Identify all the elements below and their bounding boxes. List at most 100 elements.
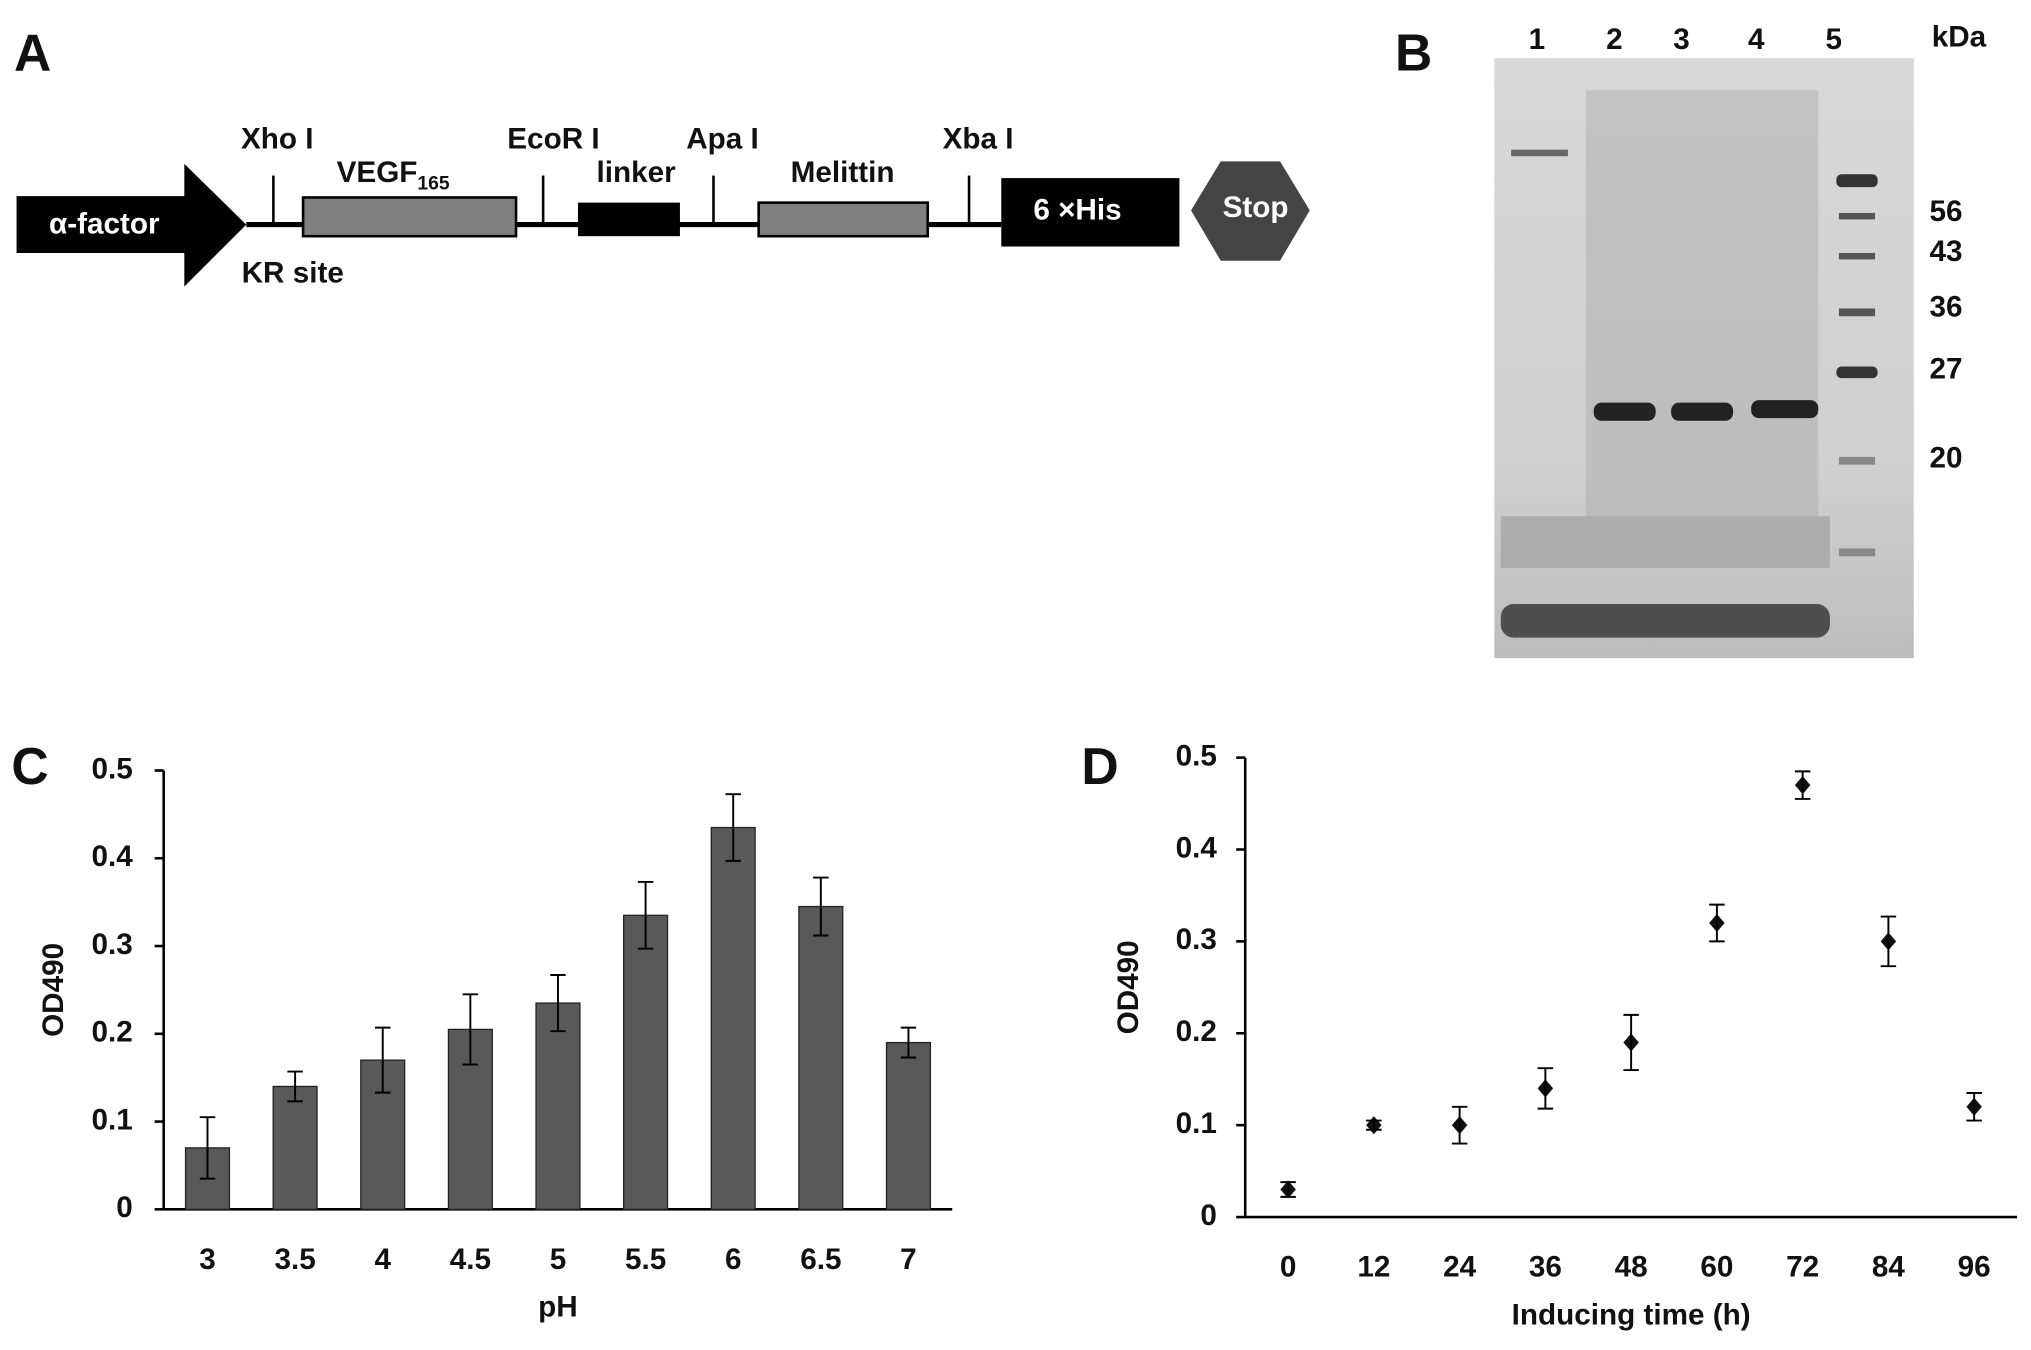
bar	[798, 905, 844, 1210]
error-bar	[1280, 1181, 1296, 1198]
label: Xba I	[943, 123, 1014, 156]
vegf-box	[301, 196, 518, 238]
error-bar	[900, 1026, 917, 1059]
ladder-band	[1838, 548, 1876, 557]
y-axis-title: OD490	[37, 943, 70, 1037]
x-tick-label: 6.5	[800, 1243, 841, 1276]
melittin-box	[757, 201, 930, 238]
error-bar	[637, 880, 654, 950]
bar	[272, 1085, 318, 1210]
error-bar	[1794, 770, 1811, 800]
gel-band	[1671, 402, 1734, 421]
gel-band	[1511, 149, 1568, 157]
unit-label: kDa	[1932, 21, 1987, 54]
x-axis-title: pH	[538, 1291, 578, 1324]
y-tick-label: 0.5	[1176, 739, 1217, 772]
label: 6 ×His	[1033, 194, 1121, 227]
x-tick-label: 5	[550, 1243, 567, 1276]
panel-label: C	[11, 737, 48, 795]
marker-label: 27	[1930, 352, 1963, 385]
error-bar	[1366, 1119, 1382, 1131]
lane-label: 3	[1673, 23, 1690, 56]
x-tick-label: 36	[1529, 1251, 1562, 1284]
ladder-band	[1838, 212, 1876, 220]
x-tick-label: 72	[1786, 1251, 1819, 1284]
x-tick-label: 84	[1872, 1251, 1906, 1284]
x-tick-label: 60	[1700, 1251, 1733, 1284]
ladder-band	[1838, 308, 1876, 317]
error-bar	[462, 993, 479, 1066]
error-bar	[725, 793, 741, 862]
y-axis-title: OD490	[1112, 940, 1145, 1034]
y-tick-label: 0.5	[91, 752, 132, 785]
plots: 0 0.1 0.2 0.3 0.4 0.5 OD490 pH 3 3.5 4 4.5 5 5.5 6 6.5 7…	[37, 739, 2018, 1331]
y-tick-label: 0.3	[1176, 923, 1217, 956]
y-tick-label: 0.4	[1176, 831, 1218, 864]
bar	[710, 826, 756, 1210]
error-bar	[287, 1070, 303, 1103]
bar	[535, 1002, 581, 1210]
x-tick-label: 0	[1280, 1251, 1297, 1284]
label: linker	[596, 156, 676, 189]
construct-diagram: α-factor KR site Xho I VEGF165 EcoR I li…	[16, 123, 1310, 290]
ladder-band	[1838, 252, 1876, 260]
label: Apa I	[686, 123, 759, 156]
y-tick-label: 0	[1200, 1199, 1217, 1232]
x-tick-label: 3	[199, 1243, 216, 1276]
gel-band	[1500, 604, 1830, 638]
error-bar	[374, 1026, 391, 1094]
y-tick-label: 0.2	[91, 1016, 132, 1049]
error-bar	[813, 876, 829, 937]
panel-label: D	[1081, 737, 1118, 795]
lane-label: 4	[1748, 23, 1765, 56]
ladder-band	[1838, 456, 1876, 465]
x-tick-label: 12	[1357, 1251, 1390, 1284]
x-tick-label: 48	[1615, 1251, 1648, 1284]
label: EcoR I	[507, 123, 599, 156]
y-tick-label: 0.1	[1176, 1107, 1217, 1140]
panel-label: A	[14, 23, 51, 81]
panel-label: B	[1395, 23, 1432, 81]
y-tick-label: 0.2	[1176, 1015, 1217, 1048]
label: KR site	[242, 257, 344, 290]
label: VEGF165	[337, 156, 450, 195]
x-tick-label: 24	[1443, 1251, 1477, 1284]
y-tick-label: 0	[116, 1191, 133, 1224]
marker-label: 43	[1930, 235, 1963, 268]
label: Melittin	[791, 156, 895, 189]
x-axis-title: Inducing time (h)	[1512, 1298, 1751, 1331]
error-bar	[199, 1116, 216, 1180]
gel-band	[1751, 400, 1819, 419]
x-tick-label: 3.5	[274, 1243, 315, 1276]
label: VEGF	[337, 156, 418, 189]
gel-band	[1593, 402, 1656, 421]
linker-box	[577, 202, 680, 237]
y-tick-label: 0.4	[91, 840, 133, 873]
gel: kDa 1 2 3 4 5 56 43 36 27 20	[1494, 21, 1987, 659]
x-tick-label: 4.5	[450, 1243, 491, 1276]
x-tick-label: 4	[374, 1243, 391, 1276]
error-bar	[1451, 1105, 1468, 1145]
alpha-arrow	[16, 163, 247, 287]
error-bar	[1537, 1067, 1554, 1110]
lane-label: 1	[1529, 23, 1546, 56]
error-bar	[1880, 915, 1897, 968]
gel-smear	[1500, 516, 1830, 568]
his-box	[1001, 178, 1180, 247]
y-tick-label: 0.3	[91, 928, 132, 961]
ladder-band	[1836, 366, 1878, 379]
ladder-band	[1836, 174, 1878, 188]
label: Xho I	[241, 123, 314, 156]
error-bar	[1966, 1092, 1982, 1122]
lane-label: 5	[1826, 23, 1843, 56]
marker-label: 56	[1930, 195, 1963, 228]
bar	[623, 914, 669, 1210]
error-bar	[1623, 1013, 1639, 1072]
subscript: 165	[417, 173, 450, 195]
label: Stop	[1223, 191, 1289, 224]
error-bar	[550, 974, 566, 1033]
y-tick-label: 0.1	[91, 1103, 132, 1136]
bar	[885, 1041, 932, 1210]
marker-label: 36	[1930, 290, 1963, 323]
